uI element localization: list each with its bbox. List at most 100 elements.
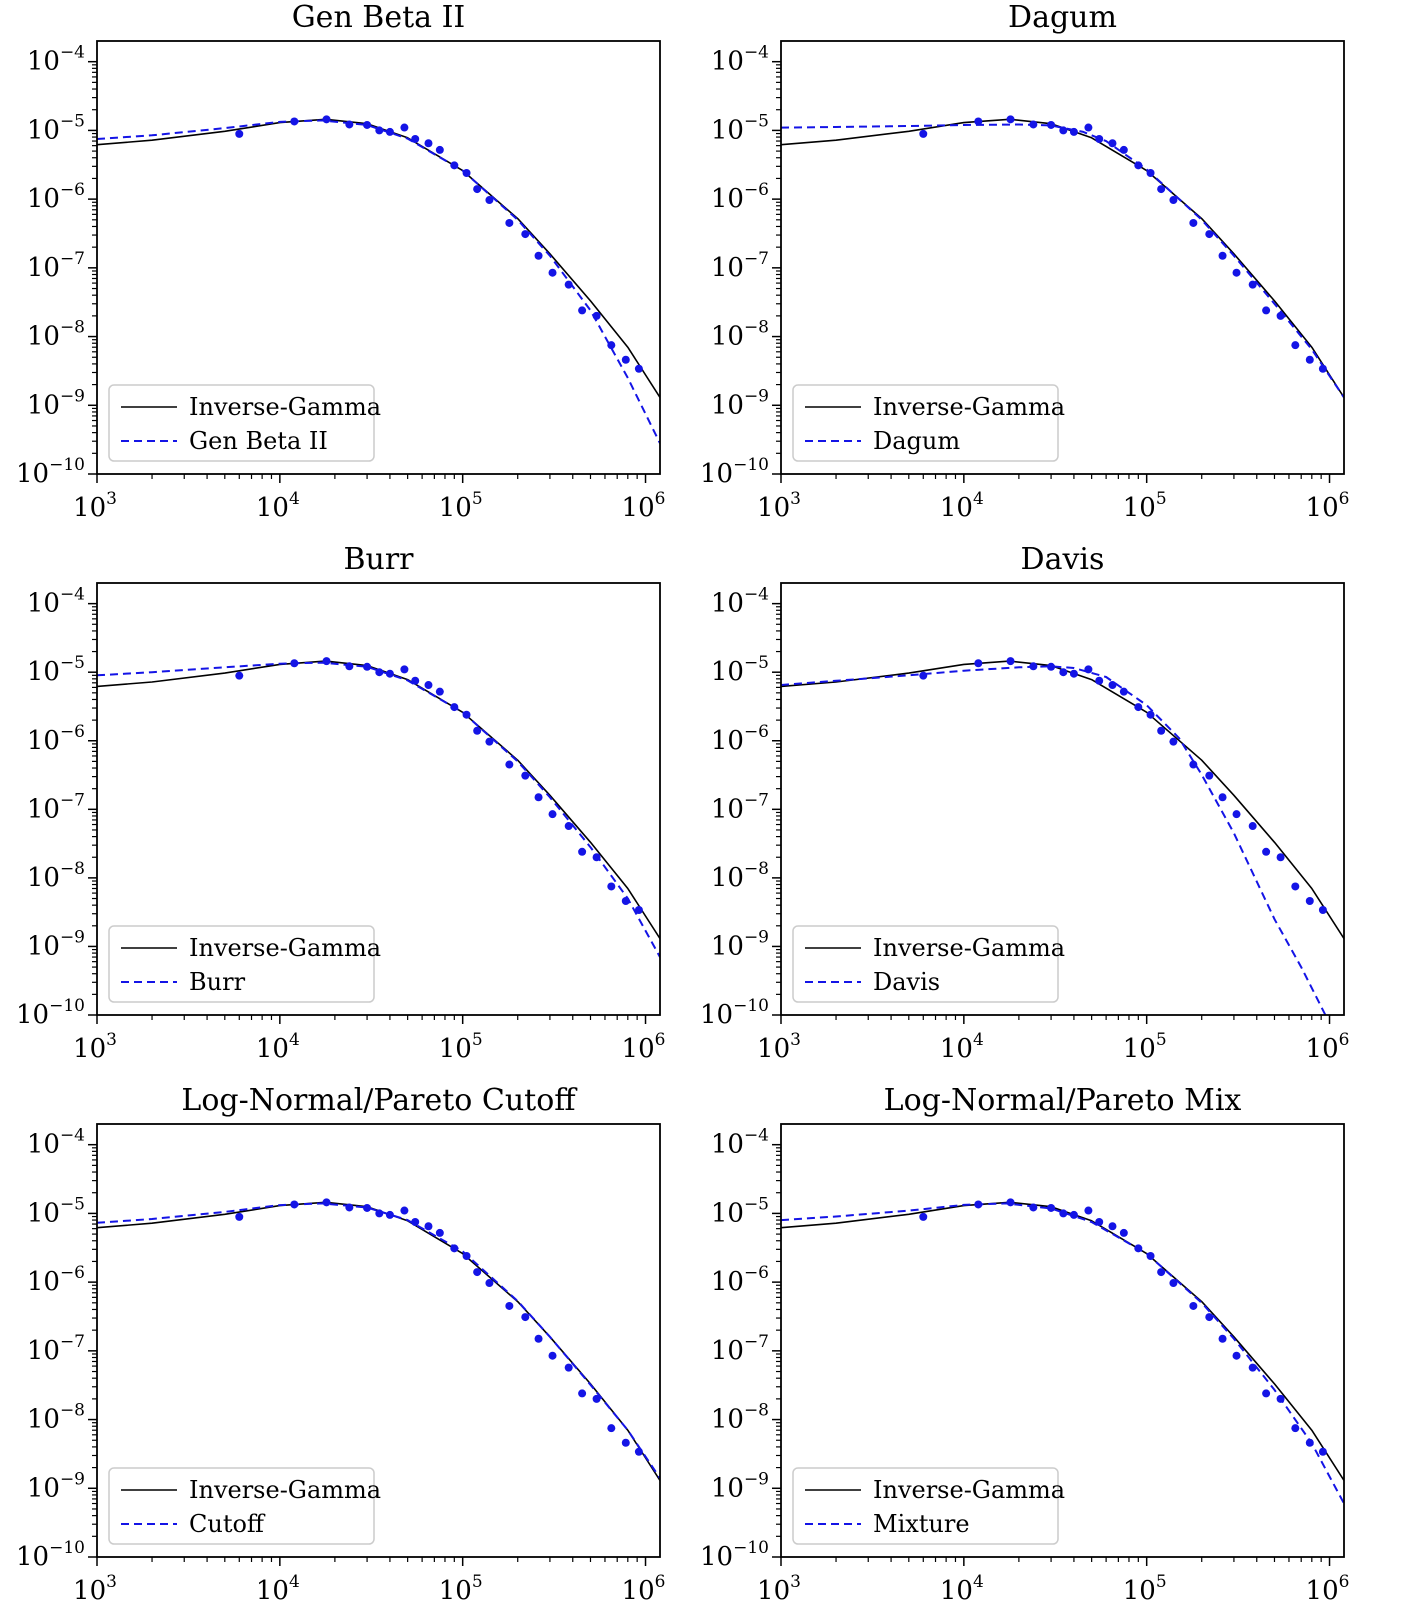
- data-point: [578, 306, 587, 315]
- data-point: [235, 671, 244, 680]
- y-tick-label: 10−9: [27, 386, 85, 420]
- y-tick-label: 10−8: [27, 1401, 85, 1435]
- data-points: [235, 1198, 643, 1456]
- data-point: [385, 127, 394, 136]
- data-point: [578, 1389, 587, 1398]
- y-tick-label: 10−4: [27, 585, 85, 619]
- data-point: [621, 897, 630, 906]
- y-tick-label: 10−8: [27, 859, 85, 893]
- x-tick-label: 105: [439, 1572, 483, 1606]
- data-point: [1189, 760, 1198, 769]
- x-tick-label: 105: [1123, 1030, 1167, 1064]
- data-point: [621, 355, 630, 364]
- data-point: [435, 145, 444, 154]
- data-point: [1119, 145, 1128, 154]
- data-point: [1134, 703, 1143, 712]
- y-tick-label: 10−6: [27, 722, 85, 756]
- data-point: [1189, 218, 1198, 227]
- panel-1: Gen Beta II 103 104 105 106 10−4 10−5 10−6 10−7 1…: [16, 0, 665, 523]
- legend-label: Mixture: [873, 1510, 970, 1538]
- data-point: [534, 251, 543, 260]
- data-point: [363, 120, 372, 129]
- y-tick-label: 10−4: [27, 1126, 85, 1160]
- y-tick-label: 10−5: [711, 111, 769, 145]
- x-tick-label: 106: [1306, 1572, 1350, 1606]
- data-point: [1095, 1217, 1104, 1226]
- data-point: [534, 793, 543, 802]
- data-point: [1069, 1210, 1078, 1219]
- x-tick-label: 103: [757, 1572, 801, 1606]
- data-point: [521, 230, 530, 239]
- data-points: [235, 115, 643, 373]
- data-point: [548, 268, 557, 277]
- data-point: [578, 847, 587, 856]
- data-point: [1047, 1203, 1056, 1212]
- reference-line: [97, 1201, 660, 1481]
- y-tick-label: 10−5: [27, 111, 85, 145]
- data-point: [473, 185, 482, 194]
- data-points: [919, 1198, 1327, 1456]
- x-tick-label: 103: [73, 1030, 117, 1064]
- data-point: [1291, 1424, 1300, 1433]
- data-point: [634, 1447, 643, 1456]
- data-point: [1305, 355, 1314, 364]
- axes-frame: [780, 40, 1345, 475]
- data-point: [1119, 687, 1128, 696]
- y-tick-label: 10−8: [27, 318, 85, 352]
- data-point: [411, 134, 420, 143]
- data-point: [1291, 882, 1300, 891]
- data-point: [1029, 120, 1038, 129]
- fit-line: [97, 661, 660, 958]
- y-tick-label: 10−10: [700, 996, 769, 1030]
- legend-label: Inverse-Gamma: [873, 934, 1065, 962]
- data-point: [534, 1334, 543, 1343]
- legend-label: Davis: [873, 968, 940, 996]
- data-point: [473, 1268, 482, 1277]
- reference-line: [781, 660, 1344, 940]
- data-point: [1169, 1279, 1178, 1288]
- y-tick-label: 10−6: [711, 180, 769, 214]
- data-point: [1029, 1203, 1038, 1212]
- data-point: [521, 771, 530, 780]
- data-point: [462, 710, 471, 719]
- legend-label: Dagum: [873, 427, 960, 455]
- data-point: [1276, 311, 1285, 320]
- legend-label: Burr: [189, 968, 246, 996]
- data-point: [1084, 665, 1093, 674]
- panel-5: Log-Normal/Pareto Cutoff 103 104 105 106 10−4…: [16, 1083, 665, 1606]
- legend-label: Inverse-Gamma: [189, 393, 381, 421]
- y-tick-label: 10−7: [711, 1332, 769, 1366]
- data-point: [634, 364, 643, 373]
- data-point: [564, 822, 573, 831]
- data-point: [1084, 1206, 1093, 1215]
- data-point: [1218, 1334, 1227, 1343]
- data-point: [592, 311, 601, 320]
- x-tick-label: 103: [73, 1572, 117, 1606]
- y-tick-label: 10−6: [711, 1263, 769, 1297]
- axes-frame: [96, 1123, 661, 1558]
- data-point: [235, 1212, 244, 1221]
- x-tick-label: 104: [940, 1572, 984, 1606]
- panel-title: Dagum: [1008, 0, 1117, 35]
- data-point: [1006, 657, 1015, 666]
- data-point: [1248, 280, 1257, 289]
- legend-label: Cutoff: [189, 1510, 266, 1538]
- data-point: [1134, 1244, 1143, 1253]
- data-point: [435, 687, 444, 696]
- data-point: [1069, 669, 1078, 678]
- y-tick-label: 10−6: [27, 1263, 85, 1297]
- y-tick-label: 10−7: [27, 790, 85, 824]
- x-tick-label: 106: [622, 489, 666, 523]
- data-point: [424, 681, 433, 690]
- data-point: [1291, 341, 1300, 350]
- y-tick-label: 10−5: [27, 653, 85, 687]
- legend: Inverse-Gamma Mixture: [792, 1467, 1065, 1545]
- data-point: [1134, 161, 1143, 170]
- y-tick-label: 10−5: [27, 1194, 85, 1228]
- data-point: [385, 1210, 394, 1219]
- legend-label: Inverse-Gamma: [873, 1476, 1065, 1504]
- data-point: [462, 1251, 471, 1260]
- data-point: [607, 882, 616, 891]
- x-tick-label: 104: [256, 1572, 300, 1606]
